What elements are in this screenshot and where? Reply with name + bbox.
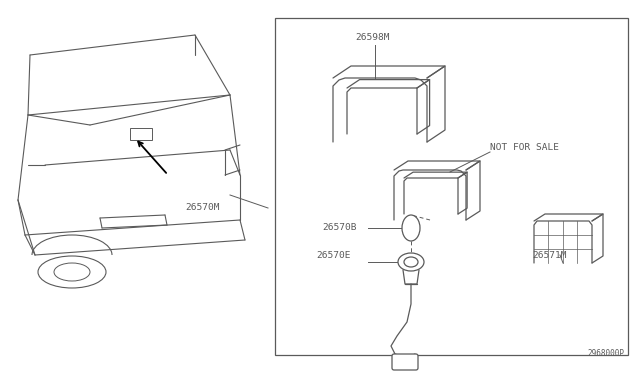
Ellipse shape bbox=[38, 256, 106, 288]
Ellipse shape bbox=[402, 215, 420, 241]
Text: 26598M: 26598M bbox=[355, 33, 390, 42]
Ellipse shape bbox=[398, 253, 424, 271]
Text: 26570B: 26570B bbox=[322, 224, 356, 232]
Bar bbox=[275, 18, 628, 355]
Text: 26571M: 26571M bbox=[532, 250, 566, 260]
Text: NOT FOR SALE: NOT FOR SALE bbox=[490, 144, 559, 153]
FancyBboxPatch shape bbox=[392, 354, 418, 370]
Ellipse shape bbox=[54, 263, 90, 281]
Text: 2968000P: 2968000P bbox=[587, 349, 624, 358]
Bar bbox=[130, 128, 152, 140]
Ellipse shape bbox=[404, 257, 418, 267]
Text: 26570M: 26570M bbox=[185, 203, 220, 212]
Text: 26570E: 26570E bbox=[316, 251, 351, 260]
